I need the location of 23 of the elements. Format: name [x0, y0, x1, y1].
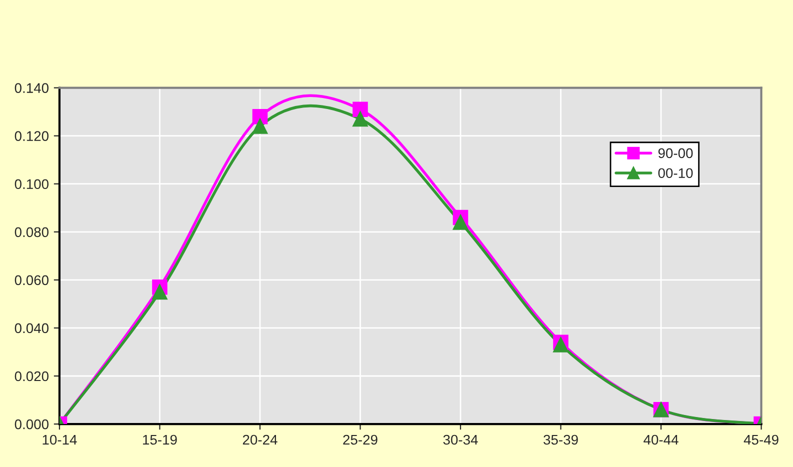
y-tick-label: 0.000	[14, 419, 49, 430]
y-tick-label: 0.060	[14, 275, 49, 286]
y-tick-label: 0.140	[14, 83, 49, 93]
y-tick-label: 0.120	[14, 131, 49, 141]
x-tick-label: 35-39	[544, 434, 578, 445]
x-tick-label: 15-19	[143, 434, 177, 445]
y-tick-label: 0.040	[14, 323, 49, 334]
x-tick-label: 40-44	[644, 434, 678, 445]
x-tick-label: 10-14	[42, 434, 77, 445]
point	[352, 111, 368, 127]
y-tick-label: 0.100	[14, 179, 49, 190]
point	[252, 108, 268, 124]
x-tick-label: 45-49	[744, 434, 778, 445]
x-tick-label: 20-24	[242, 434, 278, 445]
x-tick-label: 30-34	[443, 434, 478, 445]
legend-label: 90-00	[658, 148, 693, 158]
legend-label: 00-10	[658, 168, 693, 178]
x-tick-label: 25-29	[343, 434, 378, 445]
y-tick-label: 0.080	[14, 227, 49, 238]
point	[452, 214, 468, 230]
point	[252, 118, 268, 134]
point	[152, 284, 168, 300]
y-tick-label: 0.020	[14, 371, 49, 382]
